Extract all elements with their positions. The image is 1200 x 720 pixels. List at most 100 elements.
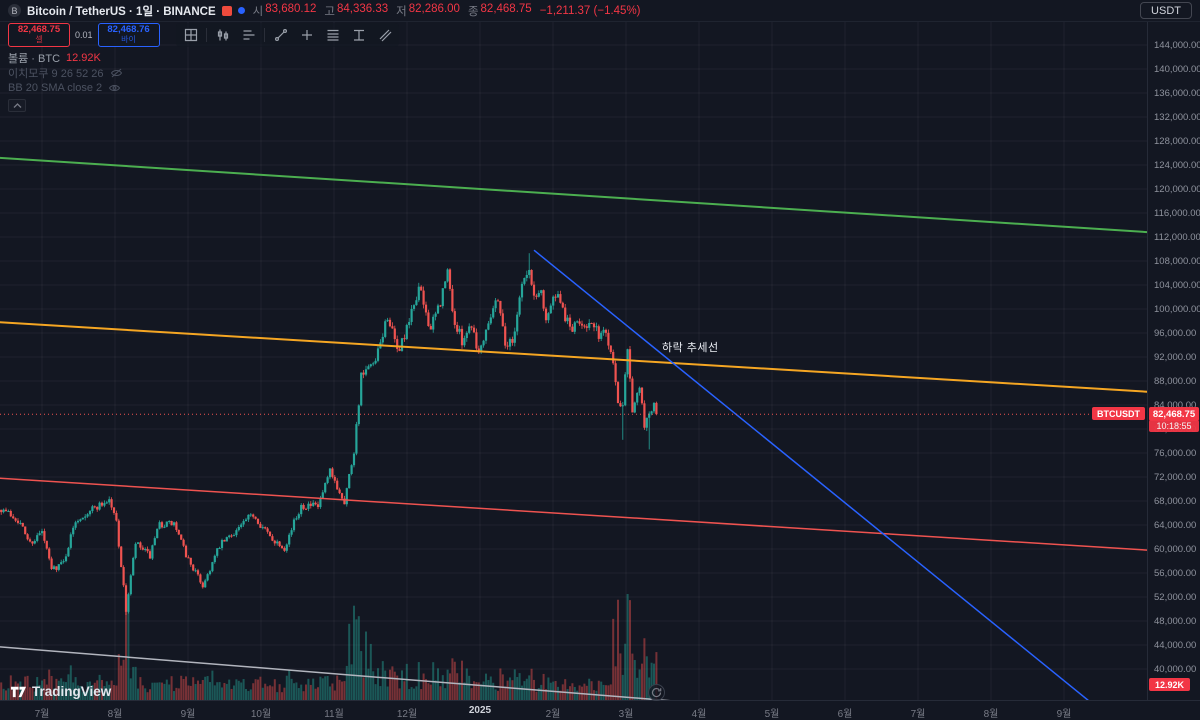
info-dot-icon[interactable] xyxy=(237,7,245,14)
eye-off-icon[interactable] xyxy=(110,68,123,78)
tsquare-tool-icon[interactable] xyxy=(346,24,371,46)
time-tick-label: 6월 xyxy=(837,709,853,720)
low-label: 저 xyxy=(396,5,407,18)
fib-lines-icon[interactable] xyxy=(320,24,345,46)
price-tick-label: 76,000.00 xyxy=(1154,448,1197,459)
price-tick-label: 92,000.00 xyxy=(1154,352,1197,363)
bar-countdown-badge: 10:18:55 xyxy=(1149,420,1199,433)
time-tick-label: 9월 xyxy=(180,709,196,720)
chevron-up-icon xyxy=(13,102,21,108)
close-label: 종 xyxy=(467,5,479,18)
ichimoku-indicator-label: 이치모쿠 9 26 52 26 xyxy=(8,67,104,80)
buy-sell-panel: 82,468.75 셀 0.01 82,468.76 바이 xyxy=(8,23,160,47)
time-tick-label: 7월 xyxy=(910,709,926,720)
high-value: 84,336.33 xyxy=(337,2,389,15)
price-tick-label: 48,000.00 xyxy=(1154,616,1197,627)
price-tick-label: 68,000.00 xyxy=(1154,496,1197,507)
low-value: 82,286.00 xyxy=(408,2,460,15)
time-tick-label: 8월 xyxy=(983,709,999,720)
row-list-icon[interactable] xyxy=(236,24,261,46)
sell-price: 82,468.75 xyxy=(17,24,61,36)
upper-resistance-trendline xyxy=(0,156,1147,234)
currency-unit-button[interactable]: USDT xyxy=(1140,2,1192,19)
candles-layer xyxy=(0,253,658,615)
trendline-tool-icon[interactable] xyxy=(268,24,293,46)
spread-value: 0.01 xyxy=(75,30,93,40)
refresh-icon[interactable] xyxy=(648,684,665,701)
lower-support-trendline xyxy=(0,477,1147,551)
toolbar-divider xyxy=(264,28,265,42)
price-tick-label: 140,000.00 xyxy=(1154,64,1200,75)
tradingview-logo-text: TradingView xyxy=(32,684,112,699)
toolbar-divider xyxy=(206,28,207,42)
volume-indicator-value: 12.92K xyxy=(66,51,101,64)
top-toolbar: B Bitcoin / TetherUS · 1일 · BINANCE 시 83,… xyxy=(0,0,1200,22)
price-tick-label: 40,000.00 xyxy=(1154,664,1197,675)
price-tick-label: 108,000.00 xyxy=(1154,256,1200,267)
volume-indicator-row[interactable]: 볼륨 · BTC 12.92K xyxy=(8,50,123,65)
time-tick-label: 7월 xyxy=(34,709,50,720)
candle-style-icon[interactable] xyxy=(210,24,235,46)
price-tick-label: 104,000.00 xyxy=(1154,280,1200,291)
time-tick-label: 4월 xyxy=(691,709,707,720)
buy-price: 82,468.76 xyxy=(107,24,150,36)
price-tick-label: 64,000.00 xyxy=(1154,520,1197,531)
price-tick-label: 44,000.00 xyxy=(1154,640,1197,651)
mid-resistance-trendline xyxy=(0,321,1147,393)
time-tick-label: 2025 xyxy=(468,705,492,716)
trendline-annotation[interactable]: 하락 추세선 xyxy=(662,342,719,354)
change-value: −1,211.37 (−1.45%) xyxy=(539,4,641,17)
ichimoku-indicator-row[interactable]: 이치모쿠 9 26 52 26 xyxy=(8,65,123,80)
cross-tool-icon[interactable] xyxy=(294,24,319,46)
high-label: 고 xyxy=(324,5,335,18)
time-tick-label: 10월 xyxy=(250,709,272,720)
eye-icon[interactable] xyxy=(108,83,121,93)
time-tick-label: 5월 xyxy=(764,709,780,720)
bitcoin-logo-icon: B xyxy=(8,4,21,17)
open-value: 83,680.12 xyxy=(265,2,317,15)
trendlines-layer xyxy=(0,156,1147,700)
layout-grid-icon[interactable] xyxy=(178,24,203,46)
price-tick-label: 112,000.00 xyxy=(1154,232,1200,243)
tradingview-logo[interactable]: TradingView xyxy=(10,683,111,700)
downtrend-line xyxy=(533,249,1089,700)
buy-label: 바이 xyxy=(121,34,136,44)
high-readout: 고 84,336.33 xyxy=(324,3,388,19)
bb-indicator-row[interactable]: BB 20 SMA close 2 xyxy=(8,80,123,95)
symbol-title[interactable]: Bitcoin / TetherUS · 1일 · BINANCE xyxy=(27,5,216,18)
price-tick-label: 84,000.00 xyxy=(1154,400,1197,411)
price-tick-label: 96,000.00 xyxy=(1154,328,1197,339)
parallel-channel-icon[interactable] xyxy=(372,24,397,46)
volume-indicator-label: 볼륨 · BTC xyxy=(8,52,61,65)
price-chart[interactable] xyxy=(0,0,1147,700)
last-price-badge: 82,468.75 xyxy=(1149,407,1199,422)
volume-axis-badge: 12.92K xyxy=(1149,678,1191,691)
time-tick-label: 8월 xyxy=(107,709,123,720)
time-tick-label: 9월 xyxy=(1056,709,1072,720)
price-axis[interactable]: 144,000.00 140,000.00 136,000.00 132,000.00… xyxy=(1147,0,1200,700)
price-tick-label: 52,000.00 xyxy=(1154,592,1197,603)
time-tick-label: 2월 xyxy=(545,709,561,720)
drawing-toolbar xyxy=(176,23,399,47)
sell-label: 셀 xyxy=(35,34,43,44)
legend-pane: 볼륨 · BTC 12.92K 이치모쿠 9 26 52 26 BB 20 SM… xyxy=(8,50,123,112)
close-readout: 종 82,468.75 xyxy=(468,3,532,19)
sell-button[interactable]: 82,468.75 셀 xyxy=(8,23,70,47)
time-tick-label: 3월 xyxy=(618,709,634,720)
buy-button[interactable]: 82,468.76 바이 xyxy=(97,23,160,47)
price-tick-label: 60,000.00 xyxy=(1154,544,1197,555)
collapse-legend-button[interactable] xyxy=(8,99,26,112)
time-tick-label: 12월 xyxy=(396,709,418,720)
open-readout: 시 83,680.12 xyxy=(253,3,317,19)
price-tick-label: 132,000.00 xyxy=(1154,112,1200,123)
grid-lines xyxy=(0,22,1147,700)
price-tick-label: 144,000.00 xyxy=(1154,40,1200,51)
low-readout: 저 82,286.00 xyxy=(396,3,460,19)
time-axis[interactable]: 7월 8월 9월 10월 11월 12월 2025 2월 3월 4월 5월 6월 7월 8월 9월 xyxy=(0,700,1200,720)
exchange-logo-icon xyxy=(221,5,232,16)
price-tick-label: 56,000.00 xyxy=(1154,568,1197,579)
price-tick-label: 100,000.00 xyxy=(1154,304,1200,315)
price-tick-label: 120,000.00 xyxy=(1154,184,1200,195)
tradingview-logo-icon xyxy=(10,686,27,698)
